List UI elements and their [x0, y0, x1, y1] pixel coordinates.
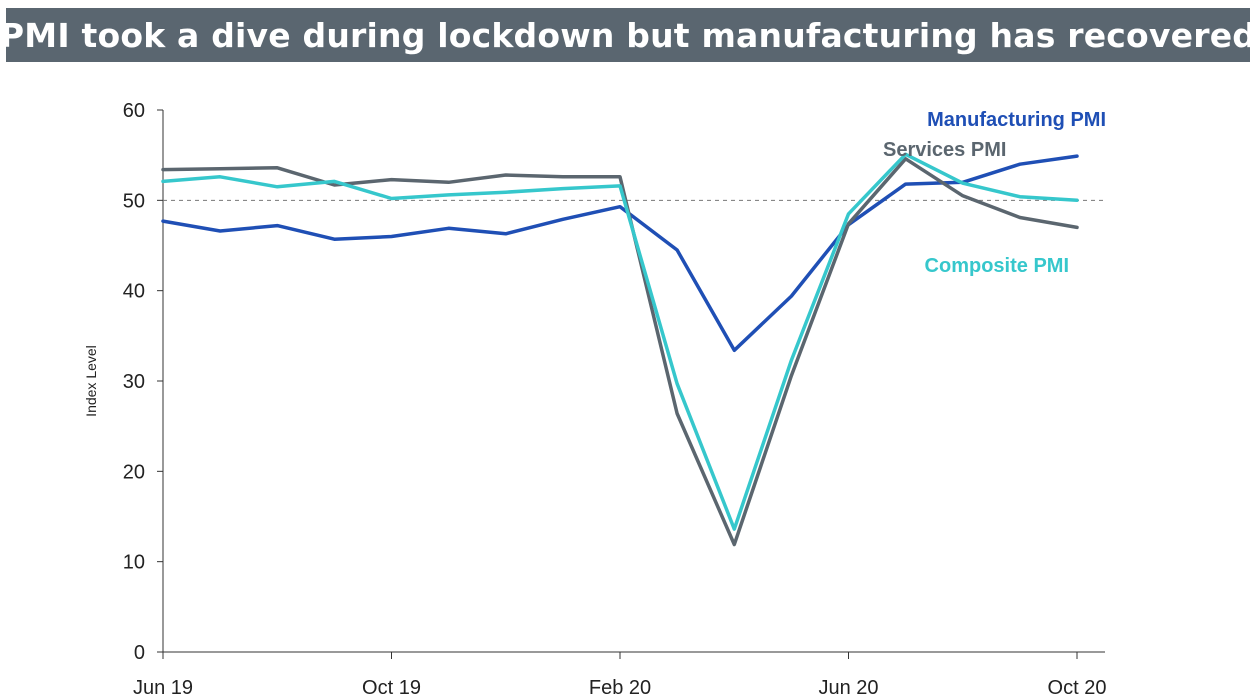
y-tick-label: 60	[123, 100, 145, 122]
x-tick-label: Feb 20	[589, 677, 651, 697]
x-tick-label: Oct 19	[362, 677, 421, 697]
chart-legend: Manufacturing PMI Services PMI Composite P…	[883, 109, 1106, 277]
y-axis-title: Index Level	[83, 345, 99, 417]
x-tick-label: Jun 19	[133, 677, 193, 697]
y-tick-label: 40	[123, 281, 145, 303]
x-tick-label: Oct 20	[1048, 677, 1107, 697]
y-tick-label: 0	[134, 642, 145, 664]
composite-pmi-line	[163, 154, 1077, 529]
y-tick-label: 30	[123, 371, 145, 393]
y-tick-label: 50	[123, 190, 145, 212]
y-tick-label: 20	[123, 461, 145, 483]
composite-pmi-legend-label: Composite PMI	[925, 255, 1069, 277]
chart-series	[163, 154, 1077, 544]
manufacturing-pmi-legend-label: Manufacturing PMI	[927, 109, 1106, 131]
services-pmi-line	[163, 159, 1077, 545]
services-pmi-legend-label: Services PMI	[883, 139, 1006, 161]
y-tick-label: 10	[123, 552, 145, 574]
x-tick-label: Jun 20	[818, 677, 878, 697]
